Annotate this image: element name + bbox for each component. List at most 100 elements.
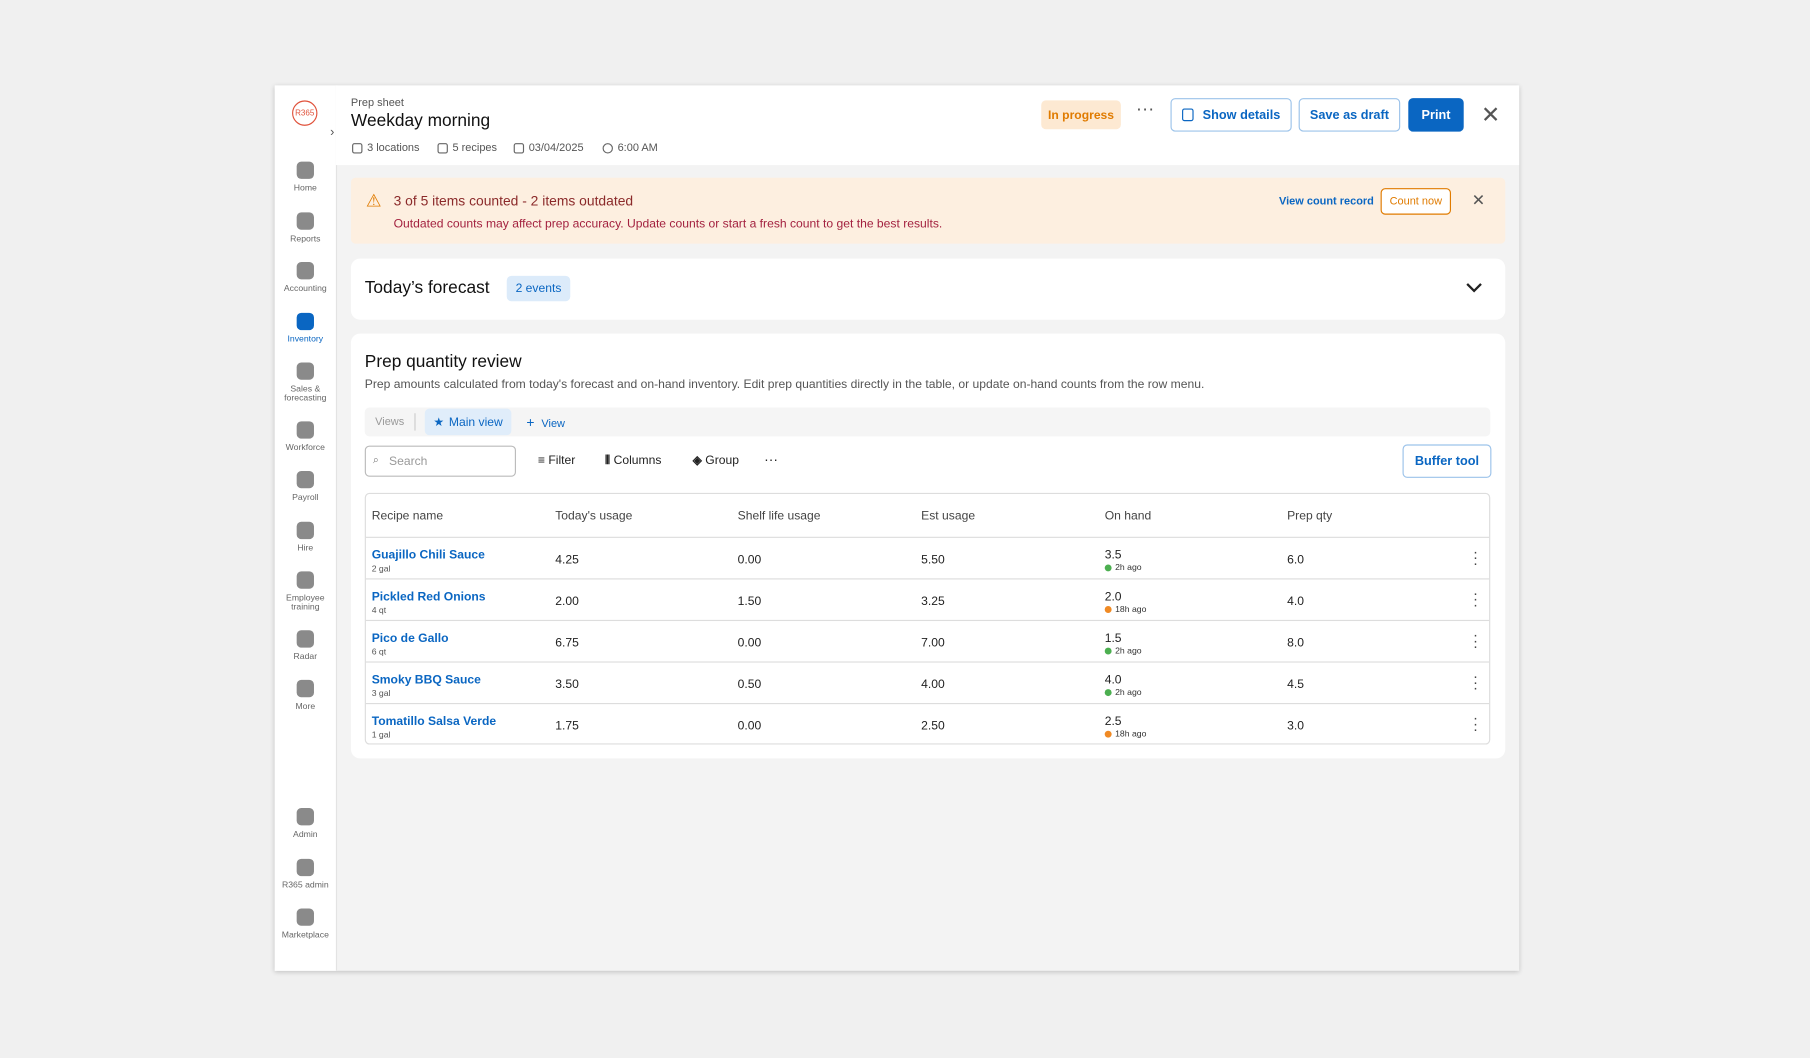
forecast-title: Today’s forecast — [364, 278, 490, 298]
prep-qty[interactable]: 6.0 — [1287, 552, 1304, 567]
recipe-name[interactable]: Pickled Red Onions — [371, 589, 486, 604]
nav-item[interactable]: Radar — [275, 630, 336, 661]
nav-item[interactable]: R365 admin — [275, 858, 336, 890]
count-age: 18h ago — [1115, 603, 1147, 615]
column-header: Shelf life usage — [737, 509, 821, 523]
est-usage: 3.25 — [921, 594, 945, 609]
group-button[interactable]: ◈ Group — [692, 453, 739, 468]
meta-text: 5 recipes — [452, 141, 498, 155]
nav-icon — [296, 521, 314, 540]
nav-label: Employee training — [286, 592, 325, 612]
nav-item[interactable]: More — [275, 679, 336, 712]
recipe-name[interactable]: Guajillo Chili Sauce — [371, 548, 485, 563]
recipe-unit: 1 gal — [371, 729, 391, 740]
nav-item[interactable]: Admin — [275, 808, 336, 839]
main-view-tab[interactable]: ★ Main view — [424, 408, 512, 436]
recipe-unit: 6 qt — [371, 646, 387, 657]
alert-message: Outdated counts may affect prep accuracy… — [393, 217, 943, 231]
nav-icon — [296, 421, 314, 439]
alert: ⚠ 3 of 5 items counted - 2 items outdate… — [350, 177, 1506, 244]
views-label: Views — [375, 415, 405, 429]
todays-usage: 2.00 — [555, 594, 579, 609]
table-row: Pico de Gallo 6 qt 6.75 0.00 7.00 1.5 2h ago 8.… — [365, 619, 1490, 663]
shelf-life-usage: 0.00 — [737, 636, 762, 650]
forecast-card[interactable]: Today’s forecast 2 events — [350, 258, 1506, 320]
meta-text: 3 locations — [367, 141, 420, 155]
alert-close[interactable]: ✕ — [1471, 190, 1486, 209]
meta-text: 03/04/2025 — [528, 141, 584, 155]
logo[interactable]: R365 — [292, 100, 318, 126]
row-menu[interactable]: · · · — [1472, 667, 1478, 697]
nav-label: More — [295, 700, 316, 712]
filter-button[interactable]: ≡ Filter — [537, 453, 576, 468]
nav-label: Radar — [293, 651, 318, 662]
meta-item: 03/04/2025 — [513, 141, 584, 155]
review-card: Prep quantity review Prep amounts calcul… — [350, 333, 1506, 759]
row-menu[interactable]: · · · — [1472, 625, 1478, 655]
toolbar-more[interactable]: ··· — [764, 451, 779, 468]
nav-label: Accounting — [283, 282, 327, 294]
expand-toggle[interactable]: › — [330, 125, 335, 140]
nav-item[interactable]: Payroll — [275, 470, 336, 502]
count-now-button[interactable]: Count now — [1380, 188, 1452, 215]
prep-qty[interactable]: 4.5 — [1287, 677, 1304, 692]
nav-item[interactable]: Marketplace — [275, 908, 336, 939]
close-button[interactable]: ✕ — [1481, 102, 1501, 129]
row-menu[interactable]: · · · — [1472, 708, 1478, 738]
recipe-name[interactable]: Smoky BBQ Sauce — [371, 672, 481, 687]
prep-qty[interactable]: 4.0 — [1287, 594, 1304, 609]
count-age: 2h ago — [1115, 562, 1142, 573]
prep-qty[interactable]: 8.0 — [1287, 636, 1304, 650]
meta-item: 5 recipes — [437, 142, 497, 155]
nav-item[interactable]: Home — [275, 161, 336, 193]
prep-qty[interactable]: 3.0 — [1287, 719, 1304, 734]
row-menu[interactable]: · · · — [1472, 542, 1478, 572]
print-button[interactable]: Print — [1408, 98, 1464, 132]
status-dot — [1104, 730, 1112, 738]
search-box[interactable]: ⌕ Search — [364, 445, 516, 477]
nav-label: Home — [293, 182, 317, 193]
column-header: On hand — [1104, 509, 1152, 523]
count-age: 18h ago — [1115, 728, 1147, 739]
nav-icon — [296, 571, 314, 589]
nav-icon — [296, 362, 314, 380]
row-menu[interactable]: · · · — [1472, 584, 1478, 613]
meta-item: 6:00 AM — [602, 142, 658, 155]
buffer-tool-button[interactable]: Buffer tool — [1402, 444, 1492, 478]
shelf-life-usage: 0.50 — [737, 677, 762, 692]
nav-icon — [296, 161, 314, 179]
nav-icon — [296, 312, 314, 331]
on-hand: 3.5 — [1104, 548, 1122, 563]
nav-item[interactable]: Reports — [275, 212, 336, 243]
nav-icon — [296, 808, 314, 826]
add-view[interactable]: + View — [526, 414, 565, 431]
nav-item[interactable]: Sales & forecasting — [275, 362, 336, 402]
shelf-life-usage: 0.00 — [737, 719, 762, 734]
nav-item[interactable]: Workforce — [275, 421, 336, 452]
nav-label: Reports — [290, 233, 321, 244]
recipe-name[interactable]: Pico de Gallo — [371, 631, 449, 646]
alert-title: 3 of 5 items counted - 2 items outdated — [393, 192, 634, 209]
chevron[interactable] — [1466, 282, 1482, 294]
nav-item[interactable]: Accounting — [275, 262, 336, 293]
show-details-button[interactable]: Show details — [1170, 98, 1292, 132]
status-badge: In progress — [1041, 100, 1121, 130]
warning-icon: ⚠ — [365, 191, 382, 212]
nav-item[interactable]: Hire — [275, 521, 336, 553]
todays-usage: 3.50 — [555, 677, 579, 692]
events-badge: 2 events — [506, 275, 571, 302]
app-window: R365 › Home Reports Accounting Inventory Sal… — [274, 85, 1520, 971]
nav-item[interactable]: Employee training — [275, 571, 336, 611]
columns-button[interactable]: ⦀ Columns — [604, 453, 662, 468]
todays-usage: 1.75 — [555, 719, 579, 734]
nav-item[interactable]: Inventory — [275, 303, 336, 355]
more-menu[interactable]: ··· — [1135, 99, 1155, 119]
column-header: Est usage — [921, 509, 976, 523]
save-draft-button[interactable]: Save as draft — [1298, 98, 1401, 132]
view-count-link[interactable]: View count record — [1279, 195, 1374, 208]
review-title: Prep quantity review — [364, 352, 522, 372]
nav-icon — [296, 679, 314, 698]
recipe-name[interactable]: Tomatillo Salsa Verde — [371, 714, 497, 729]
status-dot — [1104, 689, 1112, 697]
